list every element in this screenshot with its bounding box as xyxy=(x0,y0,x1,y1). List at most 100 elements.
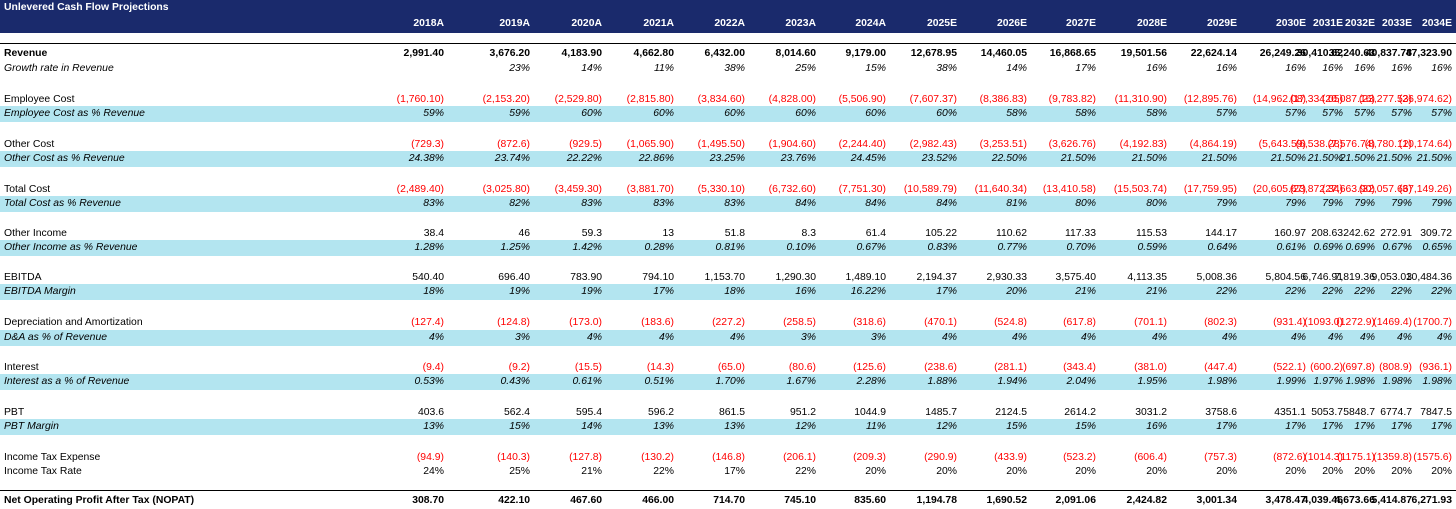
table-cell: (931.4) xyxy=(1273,317,1306,328)
table-cell: 23.76% xyxy=(780,153,816,164)
table-cell: 21.50% xyxy=(1376,153,1412,164)
table-cell: 4% xyxy=(1396,332,1412,343)
table-cell: 3% xyxy=(514,332,530,343)
table-cell: 79% xyxy=(1285,198,1306,209)
table-cell: 3,478.47 xyxy=(1265,495,1306,506)
table-cell: 4% xyxy=(1080,332,1096,343)
year-header: 2023A xyxy=(785,18,816,29)
table-cell: (11,310.90) xyxy=(1114,94,1167,105)
table-cell: 61.4 xyxy=(865,228,886,239)
table-cell: (6,732.60) xyxy=(768,184,816,195)
table-cell: 15% xyxy=(1006,421,1027,432)
table-row: D&A as % of Revenue 4% 3% 4% 4% 4% 3% 3% 4% 4% 4% 4… xyxy=(0,330,1456,346)
table-cell: 20% xyxy=(1354,466,1375,477)
table-cell: 110.62 xyxy=(995,228,1027,239)
table-cell: 5053.7 xyxy=(1311,407,1343,418)
table-cell: 17% xyxy=(1285,421,1306,432)
row-label: EBITDA Margin xyxy=(4,286,76,297)
table-cell: (617.8) xyxy=(1063,317,1096,328)
table-cell: 59% xyxy=(423,108,444,119)
table-cell: 0.69% xyxy=(1313,242,1343,253)
table-cell: 0.43% xyxy=(500,376,530,387)
table-cell: (238.6) xyxy=(924,362,957,373)
table-cell: 7,819.36 xyxy=(1334,272,1375,283)
table-cell: 0.61% xyxy=(1276,242,1306,253)
header-bar: Unlevered Cash Flow Projections 2018A 201… xyxy=(0,0,1456,33)
table-cell: 0.53% xyxy=(414,376,444,387)
table-cell: 20% xyxy=(1322,466,1343,477)
table-cell: (9.4) xyxy=(422,362,444,373)
table-cell: 79% xyxy=(1216,198,1237,209)
table-cell: 0.28% xyxy=(644,242,674,253)
table-cell: 79% xyxy=(1431,198,1452,209)
year-header: 2022A xyxy=(714,18,745,29)
table-cell: 57% xyxy=(1216,108,1237,119)
table-cell: 57% xyxy=(1431,108,1452,119)
table-cell: (17,759.95) xyxy=(1183,184,1237,195)
table-cell: 14% xyxy=(1006,63,1027,74)
table-cell: 16% xyxy=(1431,63,1452,74)
table-cell: (1093.0) xyxy=(1304,317,1343,328)
table-cell: (757.3) xyxy=(1204,452,1237,463)
row-label: Other Cost xyxy=(4,139,55,150)
table-cell: 466.00 xyxy=(642,495,674,506)
table-cell: 21% xyxy=(1146,286,1167,297)
table-cell: 7847.5 xyxy=(1420,407,1452,418)
table-cell: (26,974.62) xyxy=(1398,94,1452,105)
table-cell: 1.94% xyxy=(997,376,1027,387)
table-cell: 22% xyxy=(1285,286,1306,297)
table-row: Other Cost as % Revenue 24.38% 23.74% 22.22… xyxy=(0,151,1456,167)
table-cell: 2,194.37 xyxy=(916,272,957,283)
table-cell: 4% xyxy=(1221,332,1237,343)
table-cell: 84% xyxy=(865,198,886,209)
table-cell: 20% xyxy=(936,466,957,477)
table-cell: 60% xyxy=(653,108,674,119)
table-cell: (3,626.76) xyxy=(1048,139,1096,150)
table-cell: 16% xyxy=(795,286,816,297)
table-cell: (281.1) xyxy=(994,362,1027,373)
table-cell: 3,575.40 xyxy=(1055,272,1096,283)
row-label: Interest xyxy=(4,362,39,373)
table-cell: 1.98% xyxy=(1422,376,1452,387)
table-cell: 3% xyxy=(870,332,886,343)
table-cell: 3,001.34 xyxy=(1196,495,1237,506)
table-cell: (124.8) xyxy=(497,317,530,328)
table-cell: 25% xyxy=(795,63,816,74)
table-cell: 20% xyxy=(1285,466,1306,477)
table-cell: 0.83% xyxy=(927,242,957,253)
table-cell: 22% xyxy=(1431,286,1452,297)
table-cell: 22% xyxy=(795,466,816,477)
table-cell: (4,192.83) xyxy=(1119,139,1167,150)
table-cell: 4% xyxy=(1011,332,1027,343)
table-cell: 10,484.36 xyxy=(1405,272,1452,283)
table-cell: 160.97 xyxy=(1274,228,1306,239)
table-cell: 17% xyxy=(1431,421,1452,432)
year-header: 2018A xyxy=(413,18,444,29)
table-cell: (318.6) xyxy=(853,317,886,328)
table-cell: 18% xyxy=(423,286,444,297)
table-cell: 4,039.46 xyxy=(1302,495,1343,506)
table-cell: 23.25% xyxy=(709,153,745,164)
table-cell: 15% xyxy=(865,63,886,74)
table-cell: 0.59% xyxy=(1137,242,1167,253)
table-row: EBITDA Margin 18% 19% 19% 17% 18% 16% 16.22% 17%… xyxy=(0,284,1456,300)
table-cell: 4351.1 xyxy=(1274,407,1306,418)
table-row: Interest (9.4) (9.2) (15.5) (14.3) (65.0) (80.… xyxy=(0,360,1456,376)
row-label: PBT xyxy=(4,407,25,418)
table-cell: 3% xyxy=(800,332,816,343)
table-cell: 467.60 xyxy=(570,495,602,506)
table-cell: 17% xyxy=(653,286,674,297)
table-cell: 23% xyxy=(509,63,530,74)
table-cell: 57% xyxy=(1285,108,1306,119)
table-cell: 1.25% xyxy=(500,242,530,253)
table-cell: (3,834.60) xyxy=(697,94,745,105)
table-cell: 5,008.36 xyxy=(1196,272,1237,283)
year-header: 2028E xyxy=(1136,18,1167,29)
year-header: 2026E xyxy=(996,18,1027,29)
table-cell: 1.98% xyxy=(1345,376,1375,387)
table-cell: (1175.1) xyxy=(1337,452,1375,463)
table-cell: (7,607.37) xyxy=(909,94,957,105)
row-label: Net Operating Profit After Tax (NOPAT) xyxy=(4,495,195,506)
table-cell: 0.67% xyxy=(856,242,886,253)
